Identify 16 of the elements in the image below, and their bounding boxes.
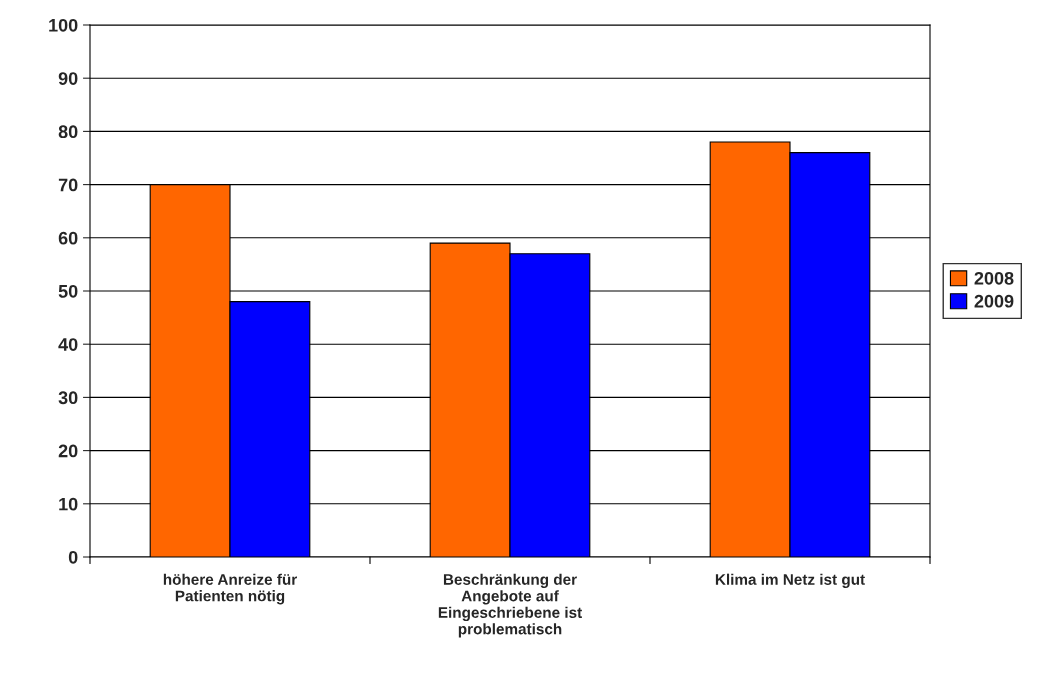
y-tick-label: 10 [59, 497, 78, 511]
y-tick-label: 50 [58, 284, 78, 298]
legend-label: 2008 [974, 271, 1014, 285]
x-tick-label: höhere Anreize für Patienten nötig [163, 573, 297, 605]
legend-label: 2009 [974, 294, 1014, 308]
y-tick-label: 80 [58, 125, 78, 139]
y-tick-label: 60 [58, 231, 78, 245]
x-tick-label: Beschränkung der Angebote auf Eingeschriebene ist problematisch [438, 573, 582, 638]
y-tick-label: 0 [68, 550, 78, 564]
y-tick-label: 30 [58, 391, 78, 405]
y-tick-label: 70 [58, 178, 78, 192]
y-tick-label: 40 [58, 338, 78, 351]
y-tick-label: 100 [49, 18, 78, 32]
y-tick-label: 90 [58, 72, 78, 85]
x-tick-label: Klima im Netz ist gut [715, 573, 865, 588]
y-tick-label: 20 [58, 444, 78, 458]
